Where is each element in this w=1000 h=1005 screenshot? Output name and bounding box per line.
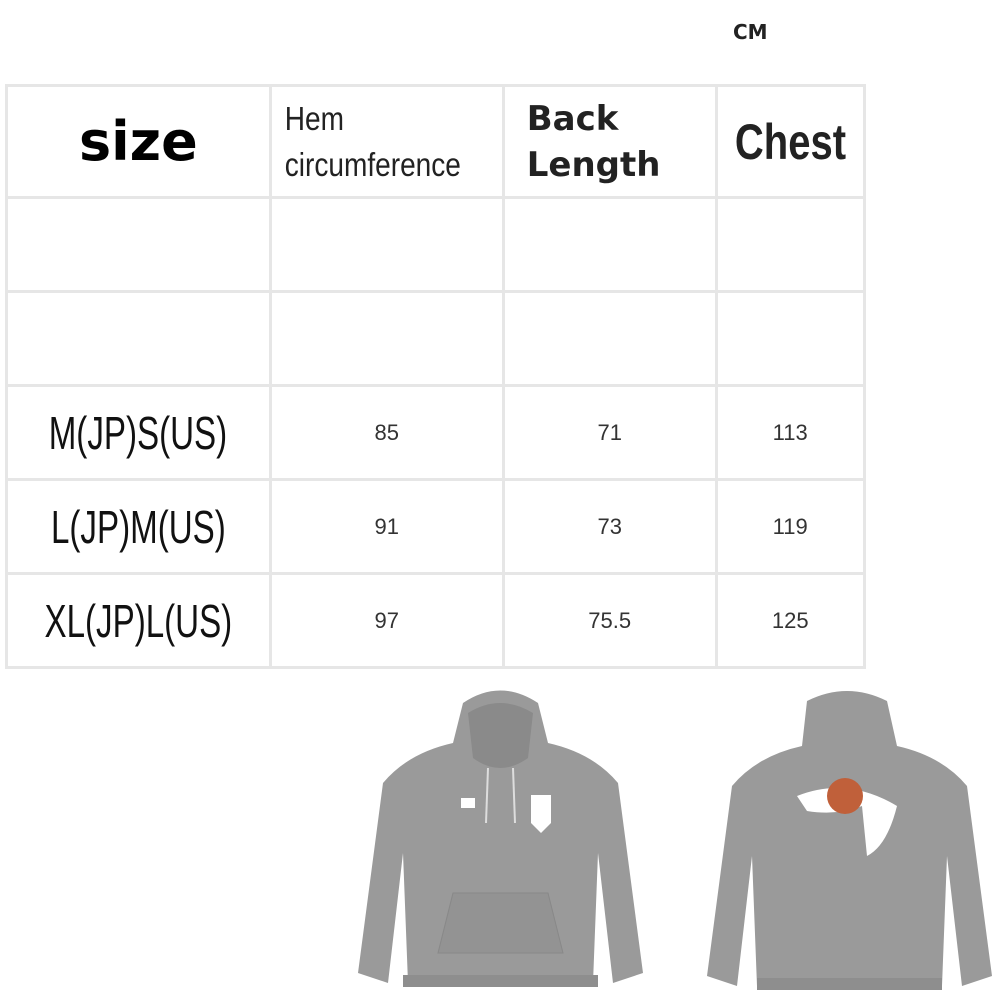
back-cell: 75.5 <box>501 572 718 669</box>
table-row: XL(JP)L(US) 97 75.5 125 <box>5 572 866 669</box>
unit-label: CM <box>733 20 768 44</box>
header-back-length: Back Length <box>501 84 718 199</box>
table-header-row: size Hem circumference Back Length Chest <box>5 84 866 199</box>
table-row: L(JP)M(US) 91 73 119 <box>5 478 866 575</box>
back-cell: 73 <box>501 478 718 575</box>
size-cell: XL(JP)L(US) <box>44 594 233 647</box>
header-chest-label: Chest <box>734 113 846 170</box>
header-hem-line1: Hem <box>284 99 344 137</box>
hoodie-back-image <box>697 686 1000 1000</box>
header-hem-line2: circumference <box>284 145 461 183</box>
empty-row <box>5 290 866 387</box>
hem-cell: 85 <box>268 384 505 481</box>
header-back-line2: Length <box>526 144 661 185</box>
header-hem: Hem circumference <box>268 84 505 199</box>
back-cell: 71 <box>501 384 718 481</box>
hoodie-front-image <box>343 683 658 1000</box>
empty-row <box>5 196 866 293</box>
header-size: size <box>5 84 272 199</box>
table-row: M(JP)S(US) 85 71 113 <box>5 384 866 481</box>
header-back-line1: Back <box>526 98 619 139</box>
header-chest: Chest <box>714 84 866 199</box>
size-chart-table: size Hem circumference Back Length Chest M… <box>5 84 866 669</box>
chest-cell: 113 <box>714 384 866 481</box>
hem-cell: 91 <box>268 478 505 575</box>
chest-cell: 119 <box>714 478 866 575</box>
size-cell: M(JP)S(US) <box>49 406 228 459</box>
chest-cell: 125 <box>714 572 866 669</box>
size-cell: L(JP)M(US) <box>50 500 226 553</box>
hem-cell: 97 <box>268 572 505 669</box>
